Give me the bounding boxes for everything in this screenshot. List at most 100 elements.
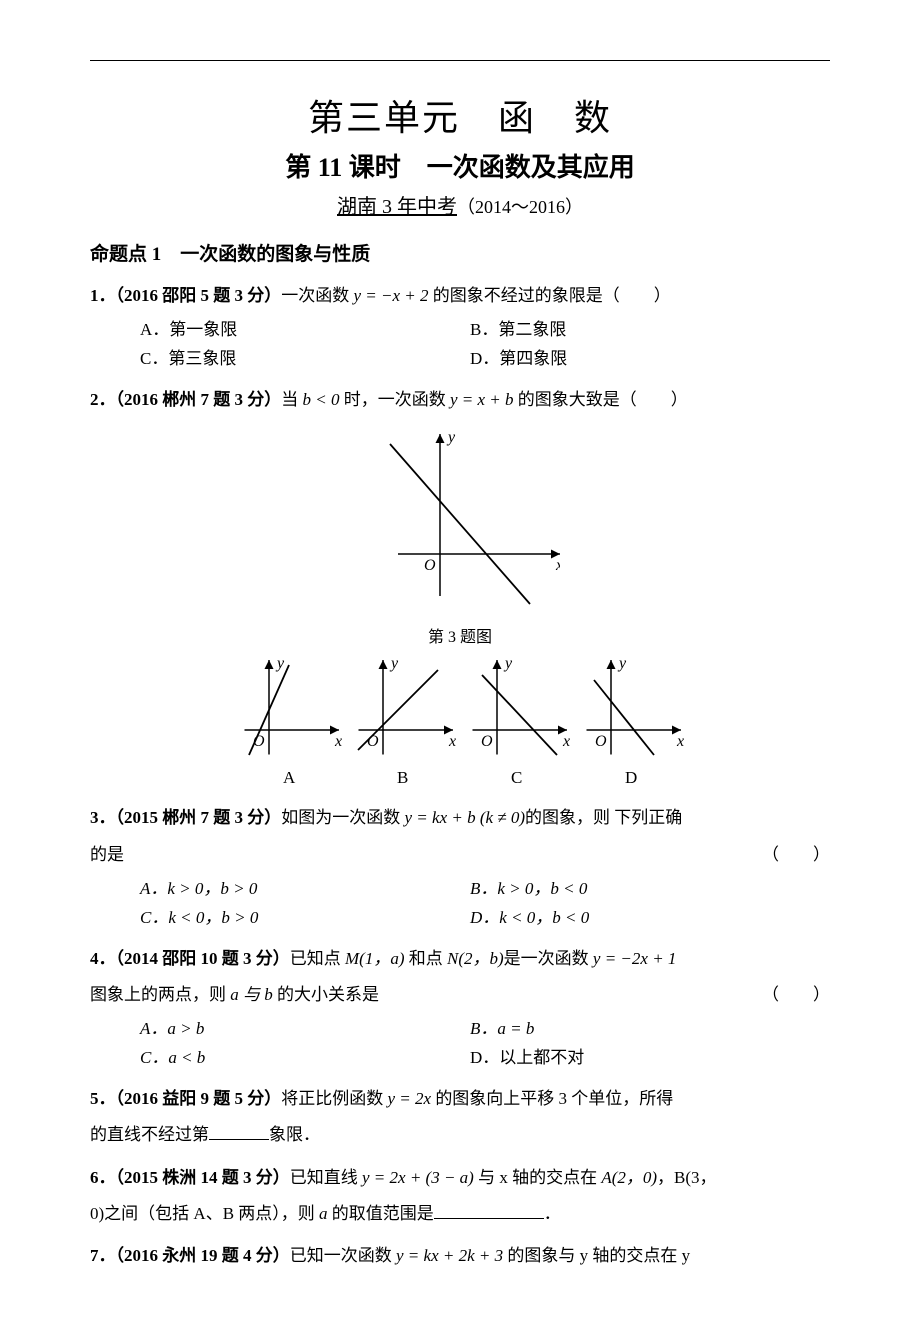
q3-expr: y = kx + b (k ≠ 0) bbox=[405, 808, 526, 827]
q6-blank bbox=[434, 1201, 544, 1219]
graph-option-d: xyOD bbox=[576, 655, 686, 787]
q4-opt-d: D．以上都不对 bbox=[460, 1044, 830, 1073]
q1-head: 1．（2016 邵阳 5 题 3 分） bbox=[90, 286, 281, 305]
q6-expr: y = 2x + (3 − a) bbox=[362, 1168, 474, 1187]
q4-body-mid1: 和点 bbox=[404, 949, 447, 968]
q4-opt-b: B．a = b bbox=[460, 1015, 830, 1044]
q6-body-pre: 已知直线 bbox=[290, 1168, 362, 1187]
q5-head: 5．（2016 益阳 9 题 5 分） bbox=[90, 1089, 281, 1108]
question-3: 3．（2015 郴州 7 题 3 分）如图为一次函数 y = kx + b (k… bbox=[90, 802, 830, 834]
q6-line2-post: 的取值范围是 bbox=[328, 1204, 434, 1223]
q4-head: 4．（2014 邵阳 10 题 3 分） bbox=[90, 949, 290, 968]
q3-main-figure: x y O bbox=[90, 424, 830, 619]
q4-line2-mid: a 与 b bbox=[230, 985, 273, 1004]
q1-body-pre: 一次函数 bbox=[281, 286, 353, 305]
q4-expr: y = −2x + 1 bbox=[593, 949, 677, 968]
q3-paren: （ ） bbox=[762, 839, 830, 871]
q2-cond: b < 0 bbox=[303, 390, 340, 409]
question-5: 5．（2016 益阳 9 题 5 分）将正比例函数 y = 2x 的图象向上平移… bbox=[90, 1083, 830, 1115]
q6-line2-pre: 0)之间（包括 A、B 两点），则 bbox=[90, 1204, 319, 1223]
question-6: 6．（2015 株洲 14 题 3 分）已知直线 y = 2x + (3 − a… bbox=[90, 1162, 830, 1194]
question-1: 1．（2016 邵阳 5 题 3 分）一次函数 y = −x + 2 的图象不经… bbox=[90, 280, 830, 312]
q7-body-pre: 已知一次函数 bbox=[290, 1246, 396, 1265]
q6-ptA: A(2，0) bbox=[601, 1168, 657, 1187]
q3-figure-caption: 第 3 题图 bbox=[90, 623, 830, 647]
q4-line2-post: 的大小关系是 bbox=[273, 985, 379, 1004]
svg-text:x: x bbox=[334, 733, 342, 750]
graph-option-a: xyOA bbox=[234, 655, 344, 787]
q5-blank bbox=[209, 1122, 269, 1140]
q2-body-post: 的图象大致是（ ） bbox=[514, 390, 688, 409]
q4-opt-a: A．a > b bbox=[90, 1015, 460, 1044]
q3-body-pre: 如图为一次函数 bbox=[281, 808, 404, 827]
q2-body-pre: 当 bbox=[281, 390, 302, 409]
q6-body-mid: 与 x 轴的交点在 bbox=[474, 1168, 602, 1187]
q6-line2-mid: a bbox=[319, 1204, 328, 1223]
q6-head: 6．（2015 株洲 14 题 3 分） bbox=[90, 1168, 290, 1187]
svg-text:y: y bbox=[275, 655, 285, 672]
q4-opt-c: C．a < b bbox=[90, 1044, 460, 1073]
q2-head: 2．（2016 郴州 7 题 3 分） bbox=[90, 390, 281, 409]
q3-opt-a: A．k > 0，b > 0 bbox=[90, 875, 460, 904]
q1-body-post: 的图象不经过的象限是（ ） bbox=[429, 286, 671, 305]
q4-options: A．a > b B．a = b C．a < b D．以上都不对 bbox=[90, 1015, 830, 1073]
q1-opt-d: D．第四象限 bbox=[460, 345, 830, 374]
q4-line2-pre: 图象上的两点，则 bbox=[90, 985, 230, 1004]
q4-pt1: M(1，a) bbox=[345, 949, 404, 968]
svg-text:O: O bbox=[595, 733, 607, 750]
svg-text:x: x bbox=[562, 733, 570, 750]
q7-expr: y = kx + 2k + 3 bbox=[396, 1246, 503, 1265]
q7-head: 7．（2016 永州 19 题 4 分） bbox=[90, 1246, 290, 1265]
q7-body-post: 的图象与 y 轴的交点在 y bbox=[503, 1246, 690, 1265]
q3-head: 3．（2015 郴州 7 题 3 分） bbox=[90, 808, 281, 827]
q1-expr: y = −x + 2 bbox=[354, 286, 429, 305]
section-heading: 命题点 1 一次函数的图象与性质 bbox=[90, 239, 830, 266]
lesson-title: 第 11 课时 一次函数及其应用 bbox=[90, 147, 830, 184]
svg-text:x: x bbox=[555, 557, 560, 574]
q1-opt-a: A．第一象限 bbox=[90, 316, 460, 345]
q4-pt2: N(2，b) bbox=[447, 949, 504, 968]
q3-opt-c: C．k < 0，b > 0 bbox=[90, 904, 460, 933]
q3-opt-d: D．k < 0，b < 0 bbox=[460, 904, 830, 933]
q3-body-post: 的图象，则 下列正确 bbox=[525, 808, 682, 827]
svg-text:y: y bbox=[617, 655, 627, 672]
svg-text:A: A bbox=[283, 768, 296, 787]
q6-body-mid2: ，B(3， bbox=[657, 1168, 717, 1187]
top-rule bbox=[90, 60, 830, 61]
q5-body-pre: 将正比例函数 bbox=[281, 1089, 387, 1108]
unit-title: 第三单元 函 数 bbox=[90, 89, 830, 141]
graph-main: x y O bbox=[360, 424, 560, 614]
q2-body-mid: 时，一次函数 bbox=[339, 390, 450, 409]
svg-text:x: x bbox=[676, 733, 684, 750]
q4-body-mid2: 是一次函数 bbox=[504, 949, 593, 968]
subtitle-underlined: 湖南 3 年中考 bbox=[337, 196, 457, 218]
question-6-line2: 0)之间（包括 A、B 两点），则 a 的取值范围是 ． bbox=[90, 1198, 830, 1230]
svg-text:y: y bbox=[446, 429, 456, 446]
question-4-line2: 图象上的两点，则 a 与 b 的大小关系是 （ ） bbox=[90, 979, 830, 1011]
question-2: 2．（2016 郴州 7 题 3 分）当 b < 0 时，一次函数 y = x … bbox=[90, 384, 830, 416]
question-4: 4．（2014 邵阳 10 题 3 分）已知点 M(1，a) 和点 N(2，b)… bbox=[90, 943, 830, 975]
q5-line2-post: 象限． bbox=[269, 1125, 320, 1144]
question-3-line2: 的是 （ ） bbox=[90, 839, 830, 871]
q5-expr: y = 2x bbox=[388, 1089, 432, 1108]
page: 第三单元 函 数 第 11 课时 一次函数及其应用 湖南 3 年中考（2014～… bbox=[0, 0, 920, 1317]
q1-options: A．第一象限 B．第二象限 C．第三象限 D．第四象限 bbox=[90, 316, 830, 374]
svg-text:y: y bbox=[503, 655, 513, 672]
svg-text:y: y bbox=[389, 655, 399, 672]
q2-expr: y = x + b bbox=[450, 390, 514, 409]
q3-options: A．k > 0，b > 0 B．k > 0，b < 0 C．k < 0，b > … bbox=[90, 875, 830, 933]
q1-opt-c: C．第三象限 bbox=[90, 345, 460, 374]
graph-option-c: xyOC bbox=[462, 655, 572, 787]
q1-opt-b: B．第二象限 bbox=[460, 316, 830, 345]
svg-text:O: O bbox=[424, 557, 436, 574]
subtitle: 湖南 3 年中考（2014～2016） bbox=[90, 190, 830, 219]
q2-option-figures: xyOA xyOB xyOC xyOD bbox=[90, 655, 830, 792]
q4-paren: （ ） bbox=[762, 979, 830, 1011]
question-5-line2: 的直线不经过第象限． bbox=[90, 1119, 830, 1151]
q6-line2-end: ． bbox=[544, 1204, 561, 1223]
q3-opt-b: B．k > 0，b < 0 bbox=[460, 875, 830, 904]
q4-body-pre: 已知点 bbox=[290, 949, 345, 968]
subtitle-paren: （2014～2016） bbox=[457, 197, 583, 217]
svg-text:O: O bbox=[481, 733, 493, 750]
svg-text:B: B bbox=[397, 768, 408, 787]
